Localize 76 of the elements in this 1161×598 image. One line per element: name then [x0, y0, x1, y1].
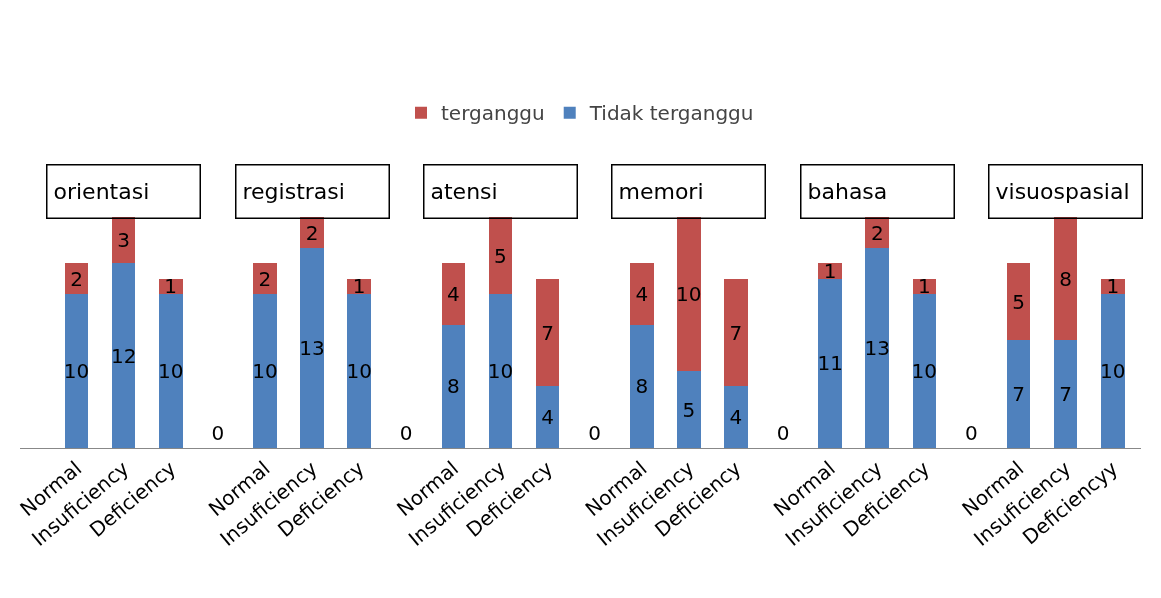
- data-label: 0: [399, 421, 413, 445]
- data-label: 7: [1059, 382, 1072, 407]
- data-label: 10: [158, 359, 184, 384]
- bar: [629, 324, 654, 448]
- data-label: 10: [1100, 359, 1126, 384]
- bar: [253, 294, 277, 448]
- data-label: 2: [870, 220, 884, 245]
- bar: [912, 294, 937, 448]
- data-label: 0: [776, 421, 790, 445]
- data-label: 4: [541, 405, 554, 430]
- data-label: 5: [682, 397, 696, 422]
- data-label: 0: [211, 421, 225, 445]
- bar: [677, 371, 701, 448]
- data-label: 10: [676, 282, 702, 307]
- data-label: 8: [446, 374, 460, 399]
- text: atensi: [430, 179, 498, 204]
- data-label: 5: [494, 243, 507, 268]
- data-label: 10: [63, 359, 90, 384]
- bar: [64, 294, 89, 448]
- data-label: 10: [487, 359, 514, 384]
- data-label: 5: [1012, 289, 1025, 314]
- data-label: 0: [965, 421, 978, 445]
- data-label: 1: [917, 274, 931, 299]
- data-label: 1: [823, 259, 837, 284]
- bar: [1006, 340, 1031, 448]
- legend-label: terganggu: [441, 101, 545, 126]
- data-label: 0: [588, 421, 601, 445]
- bar: [724, 386, 748, 448]
- bar: [488, 217, 513, 295]
- data-label: 3: [117, 228, 130, 253]
- data-label: 10: [346, 359, 372, 384]
- bar: [488, 294, 513, 448]
- bar: [535, 278, 560, 387]
- data-label: 10: [252, 359, 278, 384]
- bar: [441, 263, 466, 325]
- text: visuospasial: [995, 179, 1130, 204]
- data-label: 1: [352, 274, 366, 299]
- data-label: 13: [864, 335, 890, 360]
- bar: [1053, 340, 1078, 448]
- bar: [629, 263, 654, 325]
- data-label: 7: [1012, 382, 1025, 407]
- bar: [347, 294, 371, 448]
- data-label: 1: [164, 274, 178, 299]
- data-label: 12: [110, 343, 137, 368]
- data-label: 1: [1106, 274, 1120, 299]
- data-label: 2: [258, 266, 272, 291]
- bar: [818, 278, 842, 448]
- data-label: 10: [911, 359, 938, 384]
- data-label: 7: [541, 320, 554, 345]
- bar: [111, 263, 136, 448]
- data-label: 7: [729, 320, 743, 345]
- data-label: 8: [1059, 266, 1072, 291]
- text: bahasa: [807, 179, 888, 204]
- legend-label: Tidak terganggu: [588, 101, 754, 126]
- bar: [158, 294, 183, 448]
- bar: [865, 247, 890, 448]
- data-label: 13: [299, 335, 325, 360]
- text: memori: [618, 179, 704, 204]
- data-label: 4: [729, 405, 743, 430]
- bar: [724, 278, 748, 387]
- bar: [253, 263, 277, 295]
- data-label: 4: [446, 282, 460, 307]
- data-label: 8: [635, 374, 649, 399]
- data-label: 4: [635, 282, 649, 307]
- bar: [1100, 294, 1125, 448]
- bar: [677, 217, 701, 372]
- text: registrasi: [242, 179, 345, 204]
- bar: [535, 386, 560, 448]
- bar: [300, 247, 324, 448]
- data-label: 2: [305, 220, 319, 245]
- bar: [1053, 217, 1078, 341]
- data-label: 11: [817, 351, 843, 376]
- bar: [1006, 263, 1031, 341]
- data-label: 2: [70, 266, 83, 291]
- text: orientasi: [53, 179, 150, 204]
- bar: [441, 324, 466, 448]
